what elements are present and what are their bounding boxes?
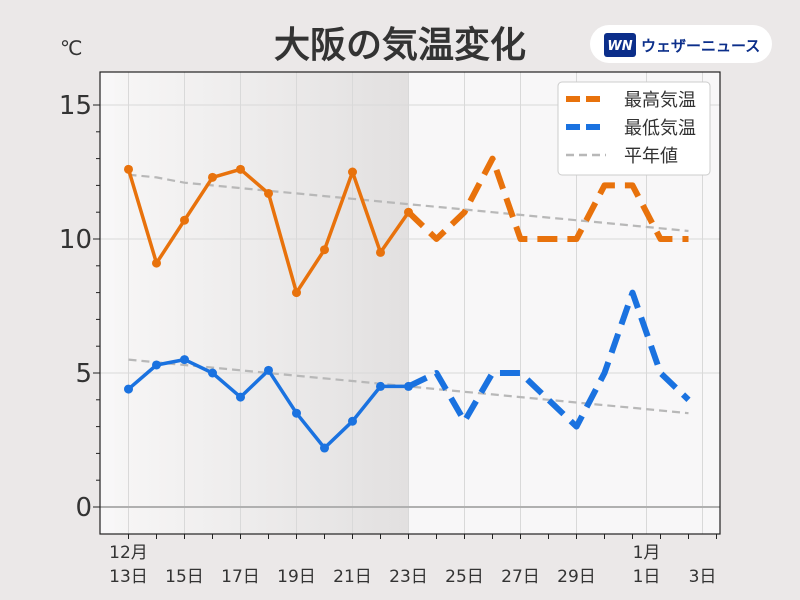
low-observed-point	[404, 381, 413, 391]
x-tick-date-label: 17日	[221, 567, 260, 587]
brand-logo-mark: WN	[607, 39, 632, 54]
x-tick-date-label: 19日	[277, 567, 316, 587]
x-tick-date-label: 15日	[165, 567, 204, 587]
legend-box	[557, 81, 711, 176]
normal-low-line	[128, 358, 689, 415]
legend-label-low: 最低気温	[624, 118, 696, 139]
high-observed-point	[180, 215, 189, 225]
observed-period-shading	[114, 72, 409, 534]
legend: 最高気温 最低気温 平年値	[557, 81, 711, 176]
y-tick-label: 15	[59, 91, 92, 121]
low-forecast-line	[407, 289, 691, 430]
high-observed-point	[320, 245, 329, 255]
low-observed-point	[292, 408, 301, 418]
brand-name: ウェザーニュース	[641, 37, 760, 55]
series-layer	[124, 155, 691, 453]
x-tick-date-label: 27日	[501, 567, 540, 587]
low-observed-point	[180, 355, 189, 365]
y-tick-label: 5	[75, 359, 92, 389]
low-observed-point	[208, 368, 217, 378]
x-tick-month-label: 12月	[109, 543, 148, 563]
high-forecast-line	[406, 155, 689, 242]
legend-label-high: 最高気温	[624, 90, 696, 111]
brand-logo-box	[604, 33, 636, 57]
low-observed-point	[320, 443, 329, 453]
low-observed-point	[236, 392, 245, 402]
y-tick-labels: 0 5 10 15	[59, 91, 92, 523]
normal-high-line	[128, 173, 689, 233]
low-observed-point	[152, 360, 161, 370]
x-tick-date-label: 13日	[109, 567, 148, 587]
low-observed-point	[264, 365, 273, 375]
x-tick-date-label: 1日	[633, 567, 661, 587]
high-observed-point	[348, 167, 357, 177]
plot-frame	[99, 71, 721, 535]
axis-ticks	[93, 104, 717, 539]
legend-label-normal: 平年値	[624, 146, 678, 167]
x-tick-labels: 12月 13日 15日 17日 19日 21日 23日 25日 27日 29日 1月 1日 3日	[109, 543, 716, 587]
low-observed-point	[376, 381, 385, 391]
low-observed-point	[348, 416, 357, 426]
high-observed-point	[208, 172, 217, 182]
y-axis-unit: ℃	[60, 36, 82, 60]
x-tick-date-label: 23日	[389, 567, 428, 587]
y-tick-label: 10	[59, 225, 92, 255]
high-observed-point	[376, 247, 385, 257]
high-observed-point	[404, 207, 413, 217]
chart-title: 大阪の気温変化	[274, 24, 526, 66]
x-tick-date-label: 3日	[689, 567, 717, 587]
x-tick-date-label: 21日	[333, 567, 372, 587]
high-observed-point	[264, 188, 273, 198]
x-tick-month-label: 1月	[633, 543, 661, 563]
high-observed-point	[292, 288, 301, 298]
y-tick-label: 0	[75, 493, 92, 523]
x-tick-date-label: 29日	[557, 567, 596, 587]
low-observed-point	[124, 384, 133, 394]
high-observed-point	[124, 164, 133, 174]
high-observed-point	[236, 164, 245, 174]
brand-badge: WN ウェザーニュース	[590, 25, 772, 63]
x-tick-date-label: 25日	[445, 567, 484, 587]
high-observed-point	[152, 258, 161, 268]
